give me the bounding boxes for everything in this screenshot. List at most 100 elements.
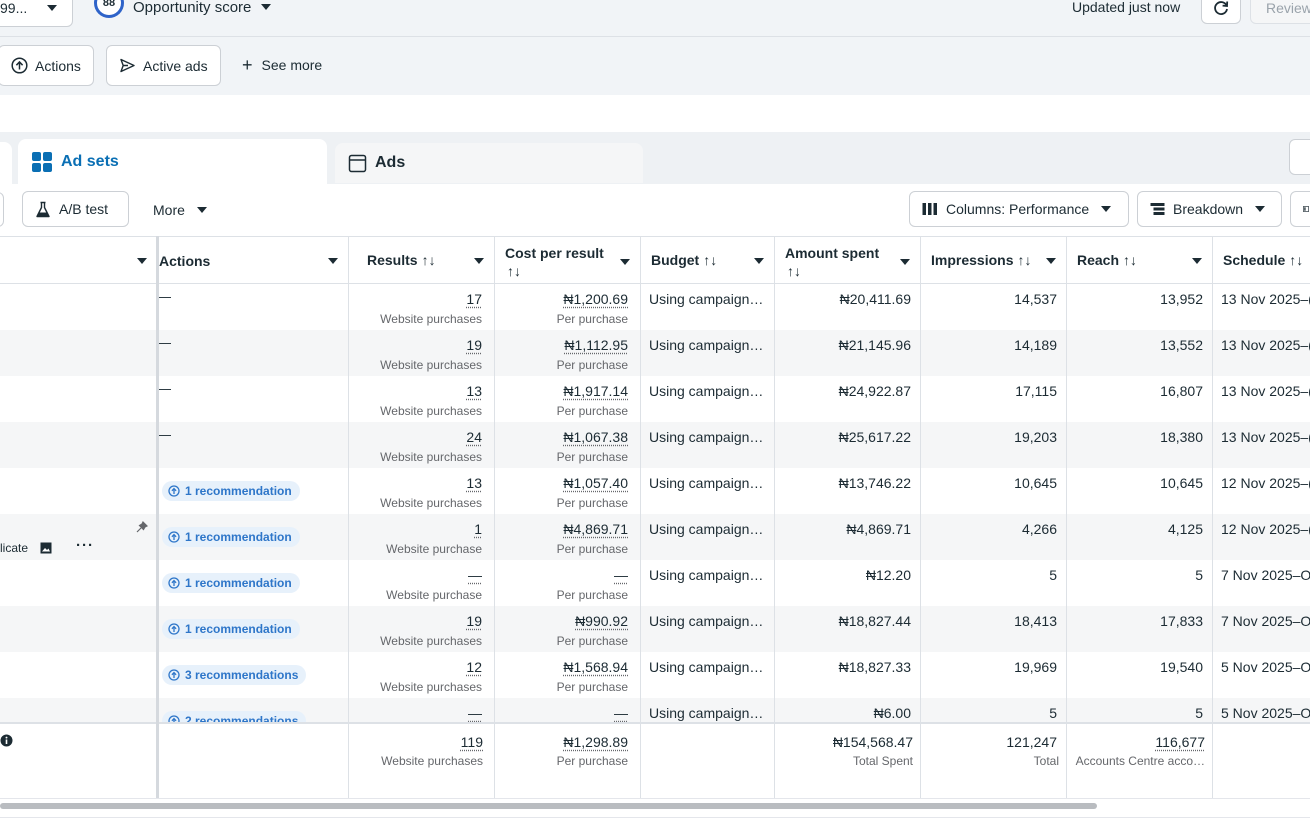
name-cell[interactable] [0,330,157,376]
table-row[interactable]: 3 recommendations 12 Website purchases ₦… [0,652,1310,698]
name-cell[interactable] [0,422,157,468]
column-header-name[interactable] [0,237,157,284]
sort-icon[interactable]: ↑↓ [1289,252,1303,268]
more-options-icon[interactable]: ··· [76,537,94,554]
name-cell[interactable] [0,284,157,330]
reports-button[interactable] [1290,191,1310,227]
info-icon[interactable] [0,734,13,747]
table-row[interactable]: 2 recommendations — — Using campaign… ₦6… [0,698,1310,722]
total-cost-value[interactable]: ₦1,298.89 [563,734,628,750]
name-cell[interactable] [0,606,157,652]
table-totals-row: 119 Website purchases ₦1,298.89 Per purc… [0,722,1310,798]
horizontal-scrollbar[interactable] [0,798,1310,820]
results-value[interactable]: 13 [466,475,482,491]
cost-value[interactable]: ₦1,917.14 [563,383,628,399]
schedule-cell: 13 Nov 2025–( [1213,376,1310,422]
recommendation-pill[interactable]: 1 recommendation [162,573,300,593]
total-reach-value[interactable]: 116,677 [1155,734,1205,750]
review-button[interactable]: Review [1250,0,1310,24]
sort-icon[interactable]: ↑↓ [703,252,717,268]
chevron-down-icon [1255,206,1265,212]
results-value[interactable]: 13 [466,383,482,399]
name-cell[interactable] [0,376,157,422]
results-value[interactable]: 19 [466,613,482,629]
schedule-cell: 13 Nov 2025–( [1213,422,1310,468]
name-cell[interactable] [0,468,157,514]
results-sublabel: Website purchases [380,496,482,510]
columns-dropdown[interactable]: Columns: Performance [909,191,1129,227]
recommendation-pill[interactable]: 1 recommendation [162,619,300,639]
name-cell[interactable]: licate ··· [0,514,157,560]
scrollbar-thumb[interactable] [0,803,1097,809]
refresh-button[interactable] [1201,0,1241,24]
schedule-cell: 5 Nov 2025–O [1213,652,1310,698]
tab-ad-sets[interactable]: Ad sets [18,139,327,184]
sort-icon[interactable]: ↑↓ [1123,252,1137,268]
toolbar-left-button[interactable] [0,192,4,227]
total-results-value[interactable]: 119 [461,734,483,750]
results-value[interactable]: 1 [474,521,482,537]
cost-value[interactable]: ₦1,200.69 [563,291,628,307]
results-value[interactable]: 19 [466,337,482,353]
results-value[interactable]: 24 [466,429,482,445]
tab-ad-sets-label: Ad sets [61,153,119,171]
column-header-budget[interactable]: Budget ↑↓ [641,237,775,284]
more-label: More [153,202,185,218]
cost-value[interactable]: ₦990.92 [575,613,628,629]
account-selector[interactable]: 99... [0,0,73,27]
cost-value[interactable]: ₦1,067.38 [563,429,628,445]
cost-value[interactable]: ₦1,112.95 [564,337,628,353]
name-cell[interactable] [0,652,157,698]
column-header-results[interactable]: Results ↑↓ [349,237,495,284]
cost-value[interactable]: — [614,705,628,721]
more-dropdown[interactable]: More [153,202,207,218]
column-header-amount-spent[interactable]: Amount spent ↑↓ [775,237,921,284]
recommendation-pill[interactable]: 3 recommendations [162,665,306,685]
table-row[interactable]: — 17 Website purchases ₦1,200.69 Per pur… [0,284,1310,330]
cost-value[interactable]: ₦4,869.71 [563,521,628,537]
budget-cell: Using campaign… [641,284,775,330]
table-row[interactable]: — 24 Website purchases ₦1,067.38 Per pur… [0,422,1310,468]
column-header-reach[interactable]: Reach ↑↓ [1067,237,1213,284]
view-options-button[interactable] [1289,139,1310,175]
table-row[interactable]: — 13 Website purchases ₦1,917.14 Per pur… [0,376,1310,422]
tab-ads[interactable]: Ads [335,143,643,183]
ab-test-button[interactable]: A/B test [22,191,129,227]
pin-icon[interactable] [136,521,148,533]
recommendation-pill[interactable]: 2 recommendations [162,711,306,722]
cost-value[interactable]: ₦1,057.40 [563,475,628,491]
impressions-cell: 17,115 [921,376,1067,422]
column-header-actions[interactable]: Actions [157,237,349,284]
recommendation-pill[interactable]: 1 recommendation [162,481,300,501]
table-row[interactable]: 1 recommendation 19 Website purchases ₦9… [0,606,1310,652]
opportunity-score-dropdown[interactable]: 88 Opportunity score [94,0,271,18]
sort-icon[interactable]: ↑↓ [422,252,436,268]
column-header-impressions[interactable]: Impressions ↑↓ [921,237,1067,284]
name-cell[interactable] [0,560,157,606]
cost-value[interactable]: ₦1,568.94 [563,659,628,675]
table-row[interactable]: licate ··· 1 recommendation 1 Website pur… [0,514,1310,560]
breakdown-dropdown[interactable]: Breakdown [1137,191,1282,227]
results-value[interactable]: — [468,705,482,721]
grid-icon [31,151,53,173]
sort-icon[interactable]: ↑↓ [1017,252,1031,268]
actions-filter-chip[interactable]: Actions [0,45,94,86]
table-row[interactable]: 1 recommendation 13 Website purchases ₦1… [0,468,1310,514]
impressions-value: 14,537 [1014,291,1057,307]
cost-value[interactable]: — [614,567,628,583]
results-value[interactable]: 12 [466,659,482,675]
sort-icon[interactable]: ↑↓ [787,263,801,279]
table-row[interactable]: 1 recommendation — Website purchase — Pe… [0,560,1310,606]
sort-icon[interactable]: ↑↓ [507,263,521,279]
active-ads-filter-chip[interactable]: Active ads [106,45,221,86]
name-cell[interactable] [0,698,157,722]
results-value[interactable]: 17 [466,291,482,307]
column-header-schedule[interactable]: Schedule ↑↓ [1213,237,1310,284]
see-more-button[interactable]: + See more [242,57,322,73]
recommendation-pill[interactable]: 1 recommendation [162,527,300,547]
column-header-cost-per-result[interactable]: Cost per result ↑↓ [495,237,641,284]
results-value[interactable]: — [468,567,482,583]
image-icon[interactable] [40,542,52,554]
tab-campaigns-edge[interactable] [0,142,12,184]
table-row[interactable]: — 19 Website purchases ₦1,112.95 Per pur… [0,330,1310,376]
